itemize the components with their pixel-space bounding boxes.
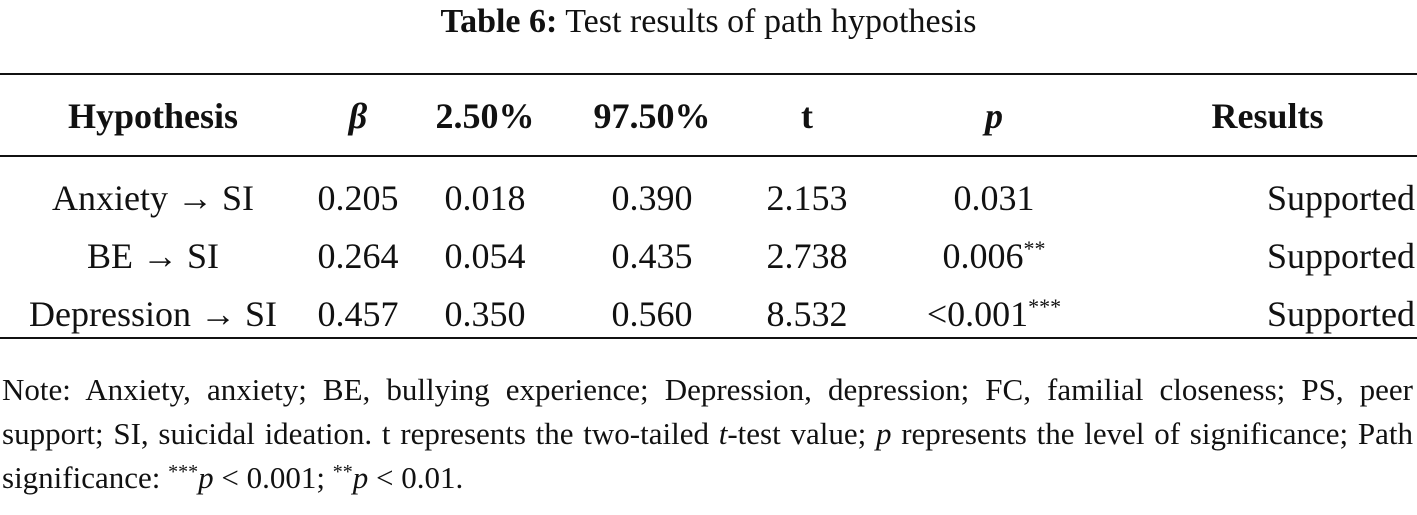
note-sig2-stars: ** xyxy=(332,461,353,483)
cell-ci-high: 0.435 xyxy=(611,236,693,276)
cell-results: Supported xyxy=(1267,236,1415,276)
table-note: Note: Anxiety, anxiety; BE, bullying exp… xyxy=(2,368,1413,500)
cell-t: 2.153 xyxy=(766,178,848,218)
caption-title: Test results of path hypothesis xyxy=(565,3,977,40)
header-ci-low: 2.50% xyxy=(435,96,535,136)
header-results: Results xyxy=(1211,96,1324,136)
cell-p-significance: *** xyxy=(1028,294,1062,319)
cell-beta: 0.205 xyxy=(317,178,399,218)
note-sig3-p: p xyxy=(198,460,214,495)
note-text-3: represents the level of significance; Pa… xyxy=(2,416,1413,495)
cell-p-value: <0.001 xyxy=(926,294,1029,334)
cell-ci-low: 0.018 xyxy=(444,178,526,218)
cell-results: Supported xyxy=(1267,178,1415,218)
note-sig3-stars: *** xyxy=(168,461,199,483)
header-ci-high: 97.50% xyxy=(593,96,711,136)
cell-hypothesis: Depression → SI xyxy=(29,294,277,334)
cell-beta: 0.264 xyxy=(317,236,399,276)
header-beta: β xyxy=(348,96,368,136)
cell-ci-low: 0.054 xyxy=(444,236,526,276)
note-text-1: Note: Anxiety, anxiety; BE, bullying exp… xyxy=(2,372,1413,451)
cell-p: 0.006** xyxy=(870,227,1118,285)
cell-p-value: 0.006 xyxy=(942,236,1024,276)
header-hypothesis: Hypothesis xyxy=(67,96,239,136)
note-p-symbol: p xyxy=(875,416,892,451)
cell-ci-high: 0.390 xyxy=(611,178,693,218)
cell-results: Supported xyxy=(1267,294,1415,334)
caption-label: Table 6: xyxy=(440,3,558,40)
cell-p: 0.031 xyxy=(870,169,1118,227)
note-sig2-p: p xyxy=(352,460,369,495)
cell-p-significance: ** xyxy=(1023,236,1046,261)
table-row: Anxiety → SI 0.205 0.018 0.390 2.153 0.0… xyxy=(0,169,1417,227)
results-table: Hypothesis β 2.50% 97.50% t p Results An… xyxy=(0,87,1417,343)
header-row: Hypothesis β 2.50% 97.50% t p Results xyxy=(0,87,1417,145)
cell-p: <0.001*** xyxy=(870,285,1118,343)
table-top-rule xyxy=(0,73,1417,75)
header-p: p xyxy=(985,96,1003,136)
cell-ci-low: 0.350 xyxy=(444,294,526,334)
cell-beta: 0.457 xyxy=(317,294,399,334)
table-caption: Table 6: Test results of path hypothesis xyxy=(0,0,1417,44)
cell-t: 8.532 xyxy=(766,294,848,334)
note-sig3-text: < 0.001; xyxy=(213,460,333,495)
table-bottom-rule xyxy=(0,337,1417,339)
note-t-symbol: t xyxy=(718,416,728,451)
table-row: BE → SI 0.264 0.054 0.435 2.738 0.006** … xyxy=(0,227,1417,285)
cell-hypothesis: Anxiety → SI xyxy=(52,178,254,218)
cell-hypothesis: BE → SI xyxy=(86,236,219,276)
table-header-rule xyxy=(0,155,1417,157)
cell-ci-high: 0.560 xyxy=(611,294,693,334)
cell-p-value: 0.031 xyxy=(953,178,1035,218)
table-row: Depression → SI 0.457 0.350 0.560 8.532 … xyxy=(0,285,1417,343)
note-sig2-text: < 0.01. xyxy=(368,460,464,495)
header-t: t xyxy=(801,96,813,136)
cell-t: 2.738 xyxy=(766,236,848,276)
note-text-2: -test value; xyxy=(727,416,876,451)
